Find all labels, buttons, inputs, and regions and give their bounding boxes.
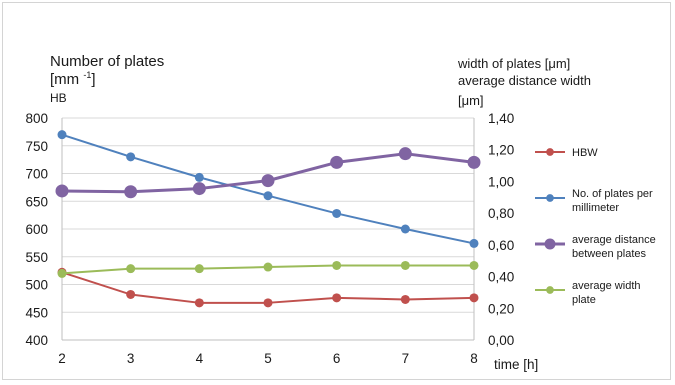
right-axis-title-line-3: [μm] — [458, 93, 484, 108]
data-point — [194, 172, 204, 182]
right-tick-label: 1,20 — [488, 143, 514, 158]
x-tick-label: 3 — [127, 351, 135, 366]
x-tick-label: 5 — [264, 351, 272, 366]
left-tick-label: 600 — [25, 222, 48, 237]
left-tick-label: 400 — [25, 333, 48, 348]
left-tick-label: 450 — [25, 305, 48, 320]
left-tick-label: 750 — [25, 139, 48, 154]
data-point — [469, 260, 479, 270]
x-tick-label: 2 — [58, 351, 66, 366]
chart-area — [2, 2, 671, 380]
data-point — [400, 260, 410, 270]
left-axis-unit: [mm -1] — [50, 70, 96, 88]
right-axis-title-line-1: width of plates [μm] — [458, 56, 571, 71]
right-tick-label: 1,00 — [488, 174, 514, 189]
left-tick-label: 500 — [25, 278, 48, 293]
left-axis-hb-label: HB — [50, 91, 67, 105]
x-tick-label: 7 — [402, 351, 410, 366]
legend-label-line: No. of plates per — [572, 188, 653, 200]
legend-label: average width plate — [572, 280, 641, 306]
right-axis-title-line-2: average distance width — [458, 73, 591, 88]
left-tick-label: 800 — [25, 111, 48, 126]
left-axis-unit-exponent: -1 — [83, 70, 92, 80]
data-point — [469, 293, 479, 303]
right-tick-label: 0,20 — [488, 301, 514, 316]
legend-label-line: plate — [572, 294, 596, 306]
data-point — [332, 293, 342, 303]
data-point — [194, 264, 204, 274]
data-point — [192, 182, 206, 196]
data-point — [400, 224, 410, 234]
data-point — [126, 289, 136, 299]
data-point — [469, 238, 479, 248]
data-point — [467, 155, 481, 169]
left-axis-unit-close: ] — [91, 71, 96, 88]
data-point — [263, 262, 273, 272]
data-point — [400, 294, 410, 304]
left-axis-title: Number of plates — [50, 53, 165, 70]
data-point — [57, 268, 67, 278]
data-point — [398, 147, 412, 161]
left-tick-label: 700 — [25, 167, 48, 182]
data-point — [263, 191, 273, 201]
data-point — [57, 130, 67, 140]
x-tick-label: 8 — [470, 351, 478, 366]
right-tick-label: 0,00 — [488, 333, 514, 348]
legend-label-line: HBW — [572, 147, 598, 159]
data-point — [330, 155, 344, 169]
legend-label: No. of plates per millimeter — [572, 188, 653, 214]
right-tick-label: 0,40 — [488, 270, 514, 285]
legend-label-line: average width — [572, 280, 641, 292]
data-point — [126, 152, 136, 162]
series-line — [61, 133, 475, 245]
series-line — [61, 271, 475, 304]
left-tick-label: 550 — [25, 250, 48, 265]
legend-swatch-marker — [546, 194, 554, 202]
data-point — [263, 298, 273, 308]
x-tick-label: 6 — [333, 351, 341, 366]
left-tick-label: 650 — [25, 194, 48, 209]
legend-label-line: millimeter — [572, 202, 619, 214]
legend-swatch-marker — [544, 238, 556, 250]
legend-label-line: between plates — [572, 248, 646, 260]
right-tick-label: 1,40 — [488, 111, 514, 126]
legend-label: HBW — [572, 147, 598, 159]
right-tick-label: 0,80 — [488, 206, 514, 221]
data-point — [124, 185, 138, 199]
legend-label: average distance between plates — [572, 234, 656, 260]
data-point — [55, 184, 69, 198]
x-axis-title: time [h] — [494, 357, 538, 372]
data-point — [126, 264, 136, 274]
data-point — [332, 208, 342, 218]
right-tick-label: 0,60 — [488, 238, 514, 253]
legend-swatch-marker — [546, 286, 554, 294]
data-point — [194, 298, 204, 308]
data-point — [261, 174, 275, 188]
left-axis-unit-open: [mm — [50, 71, 84, 88]
legend-label-line: average distance — [572, 234, 656, 246]
data-point — [332, 260, 342, 270]
legend-swatch-marker — [546, 148, 554, 156]
x-tick-label: 4 — [196, 351, 204, 366]
